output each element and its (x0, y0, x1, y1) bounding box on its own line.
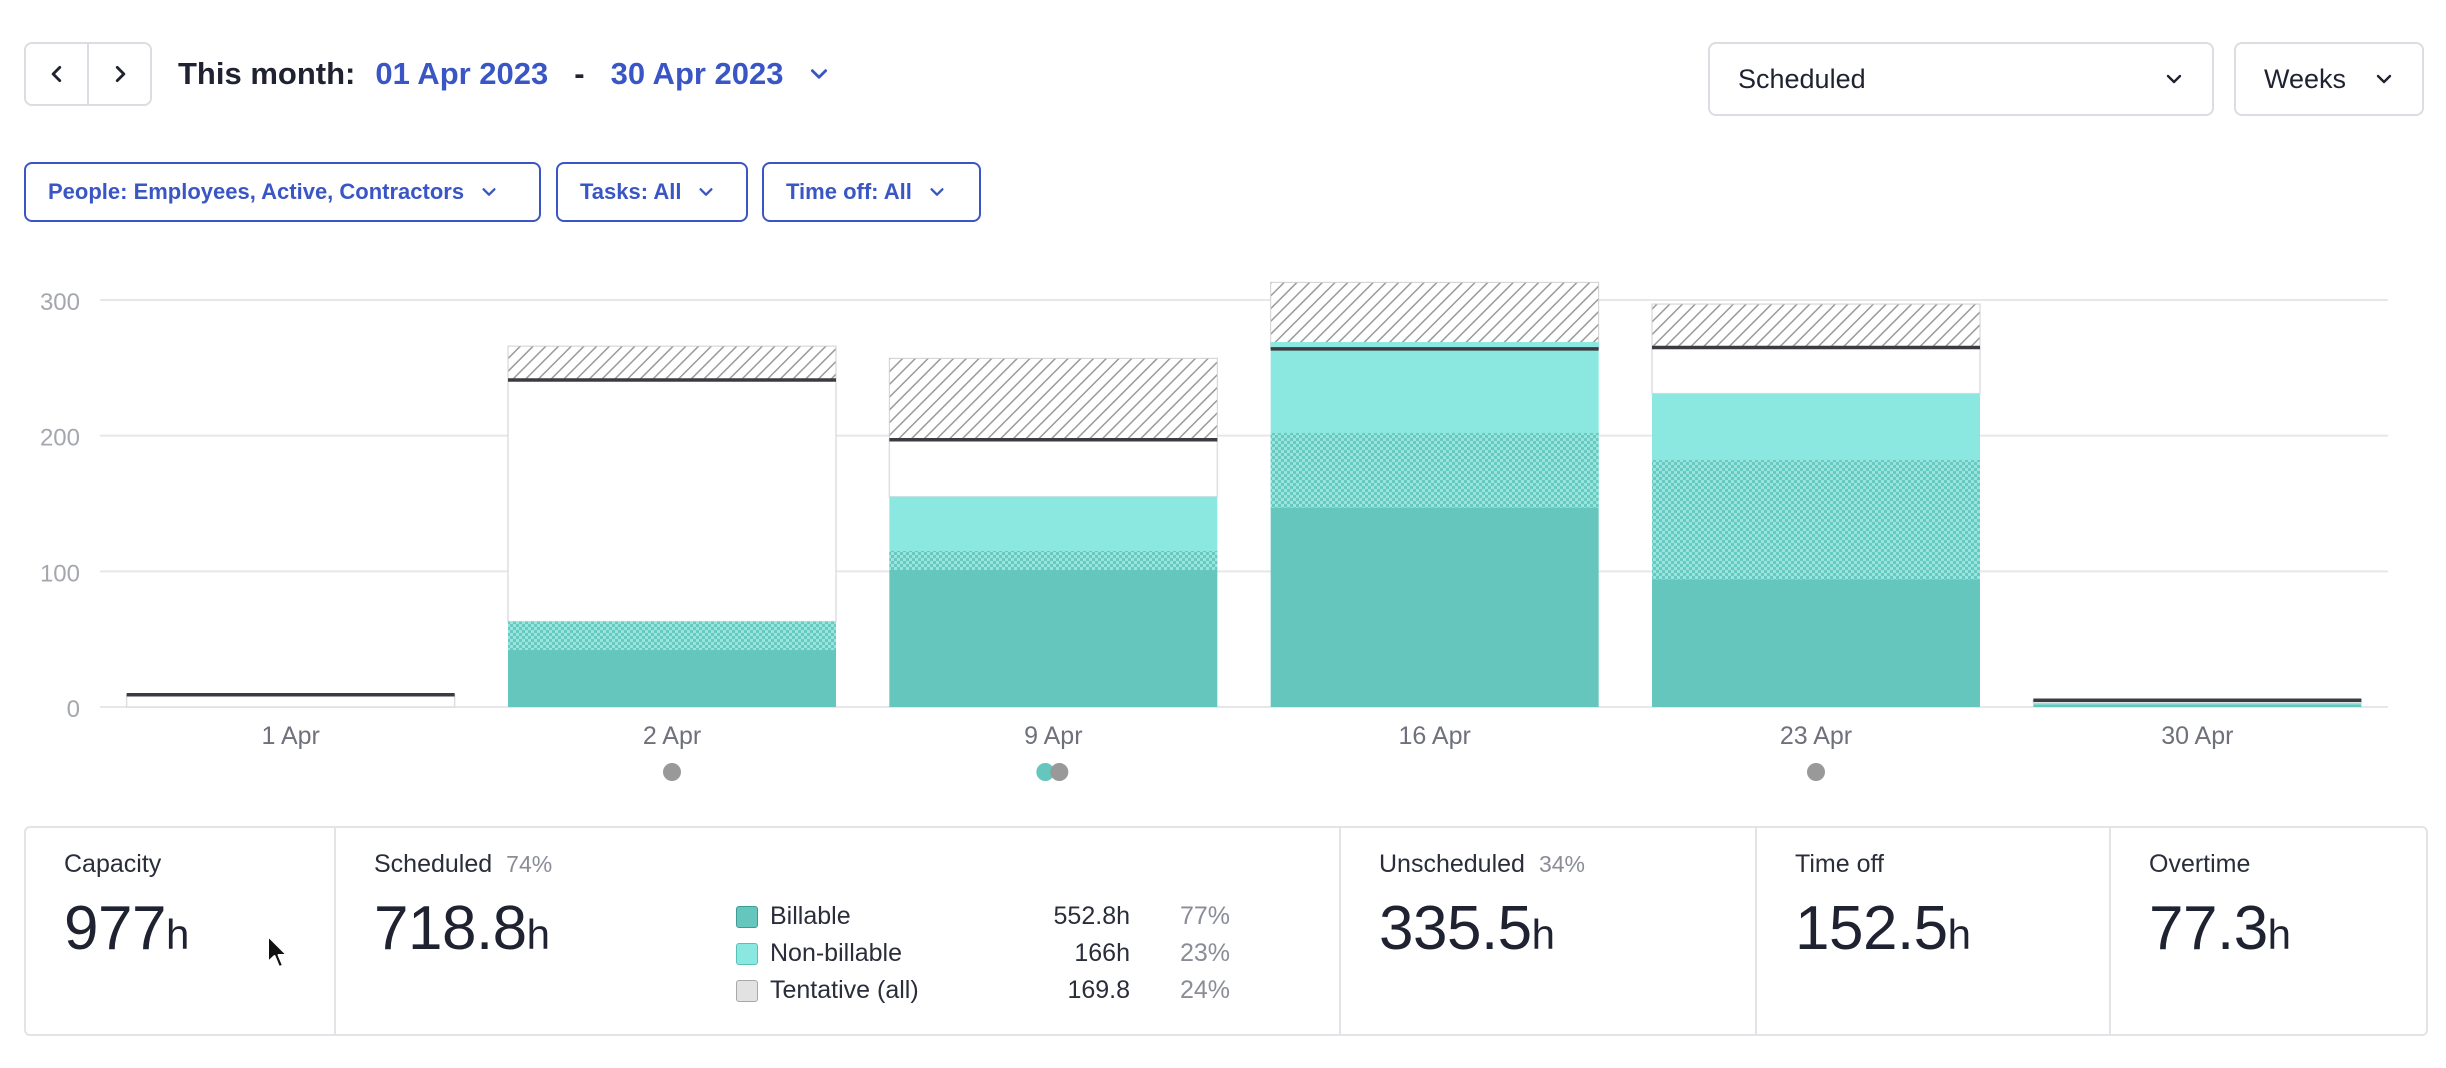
mouse-cursor-icon (267, 935, 288, 968)
unscheduled-segment (125, 694, 456, 708)
x-tick-label: 30 Apr (2161, 722, 2233, 750)
time-off-segment (507, 345, 837, 381)
tasks-filter-label: Tasks: All (580, 179, 682, 204)
time-off-filter-label: Time off: All (786, 179, 912, 204)
time-off-value: 152.5 (1795, 894, 1948, 963)
end-date[interactable]: 30 Apr 2023 (610, 56, 784, 91)
capacity-title: Capacity (64, 850, 162, 878)
tentative-swatch (736, 979, 758, 1002)
unscheduled-title: Unscheduled (1379, 850, 1525, 878)
non-billable-swatch (736, 942, 758, 965)
chevron-down-icon (930, 188, 944, 196)
legend-value: 166h (1074, 939, 1130, 967)
legend-pct: 23% (1179, 939, 1230, 967)
marker-dot (1807, 763, 1825, 781)
billable-bar (889, 569, 1218, 707)
summary-panel: Capacity 977h Scheduled 74% 718.8h Billab… (24, 826, 2428, 1036)
tentative-segment (1652, 460, 1980, 580)
tentative-segment (889, 550, 1218, 570)
billable-bar (1652, 579, 1980, 707)
scheduled-unit: h (526, 911, 550, 958)
y-tick-label: 200 (40, 425, 80, 452)
non-billable-bar (2033, 702, 2362, 705)
chevron-left-icon (51, 65, 61, 83)
unscheduled-unit: h (1531, 911, 1555, 958)
capacity-summary: Capacity 977h (26, 828, 336, 1034)
scheduled-value: 718.8 (374, 894, 527, 963)
chevron-right-icon (115, 65, 125, 83)
unscheduled-segment (1651, 346, 1981, 395)
date-nav-group (24, 42, 152, 106)
next-period-button[interactable] (87, 44, 150, 104)
view-select[interactable]: Scheduled (1708, 42, 2214, 116)
overtime-unit: h (2267, 911, 2291, 958)
date-separator: - (574, 56, 585, 91)
billable-bar (2033, 704, 2362, 707)
scheduled-hours-chart: 0 100 200 300 1 Apr 2 Apr 9 Apr 16 Apr 23 Apr 30 … (40, 281, 2388, 781)
scheduled-title: Scheduled (374, 850, 493, 878)
period-label: This month: (178, 56, 356, 91)
previous-period-button[interactable] (26, 44, 87, 104)
legend-row-non-billable: Non-billable 166h 23% (736, 935, 1230, 972)
view-select-value: Scheduled (1738, 63, 1866, 94)
x-tick-label: 2 Apr (643, 722, 701, 750)
x-tick-label: 16 Apr (1399, 722, 1471, 750)
time-off-segment (888, 357, 1218, 441)
tasks-filter[interactable]: Tasks: All (556, 162, 748, 222)
legend-name: Non-billable (770, 939, 903, 967)
y-tick-label: 0 (67, 696, 80, 723)
legend-value: 552.8h (1053, 902, 1130, 930)
billable-bar (508, 650, 836, 707)
date-range-picker[interactable]: This month: 01 Apr 2023 - 30 Apr 2023 (178, 52, 830, 96)
unscheduled-pct: 34% (1538, 851, 1585, 877)
time-off-segment (1270, 281, 1600, 350)
y-tick-label: 100 (40, 560, 80, 587)
time-off-segment (1651, 303, 1981, 348)
overtime-title: Overtime (2149, 850, 2251, 878)
chevron-down-icon (699, 188, 714, 196)
marker-dot (1050, 763, 1069, 781)
capacity-value: 977 (64, 894, 166, 963)
legend-row-billable: Billable 552.8h 77% (736, 898, 1230, 935)
time-off-unit: h (1947, 911, 1971, 958)
chevron-down-icon (2166, 74, 2182, 84)
unscheduled-value: 335.5 (1379, 894, 1532, 963)
x-tick-label: 1 Apr (261, 722, 319, 750)
scheduled-summary: Scheduled 74% 718.8h Billable 552.8h 77% … (336, 828, 1341, 1034)
start-date[interactable]: 01 Apr 2023 (375, 56, 549, 91)
y-tick-label: 300 (40, 289, 80, 316)
legend-name: Billable (770, 902, 851, 930)
chevron-down-icon (2376, 74, 2392, 84)
legend-pct: 24% (1179, 976, 1230, 1004)
x-tick-label: 9 Apr (1024, 722, 1082, 750)
marker-dot (1036, 763, 1055, 781)
legend-row-tentative: Tentative (all) 169.8 24% (736, 972, 1230, 1009)
time-off-summary: Time off 152.5h (1757, 828, 2111, 1034)
legend-pct: 77% (1179, 902, 1230, 930)
overtime-summary: Overtime 77.3h (2111, 828, 2426, 1034)
time-off-title: Time off (1795, 850, 1884, 878)
legend-value: 169.8 (1067, 976, 1130, 1004)
people-filter[interactable]: People: Employees, Active, Contractors (24, 162, 541, 222)
time-off-filter[interactable]: Time off: All (762, 162, 981, 222)
tentative-segment (1270, 432, 1599, 508)
chevron-down-icon (482, 188, 496, 196)
people-filter-label: People: Employees, Active, Contractors (48, 179, 465, 204)
chevron-down-icon[interactable] (808, 63, 830, 85)
billable-swatch (736, 905, 758, 928)
unscheduled-segment (507, 379, 837, 623)
tentative-segment (508, 621, 836, 651)
marker-dot (663, 763, 681, 781)
scheduled-breakdown: Billable 552.8h 77% Non-billable 166h 23… (736, 898, 1230, 1009)
unit-select[interactable]: Weeks (2234, 42, 2424, 116)
legend-name: Tentative (all) (770, 976, 919, 1004)
overtime-value: 77.3 (2149, 894, 2268, 963)
billable-bar (1270, 507, 1599, 707)
scheduled-pct: 74% (506, 851, 553, 877)
unscheduled-segment (888, 438, 1219, 498)
unit-select-value: Weeks (2264, 63, 2347, 94)
capacity-unit: h (165, 911, 189, 958)
unscheduled-summary: Unscheduled 34% 335.5h (1341, 828, 1757, 1034)
x-tick-label: 23 Apr (1780, 722, 1852, 750)
